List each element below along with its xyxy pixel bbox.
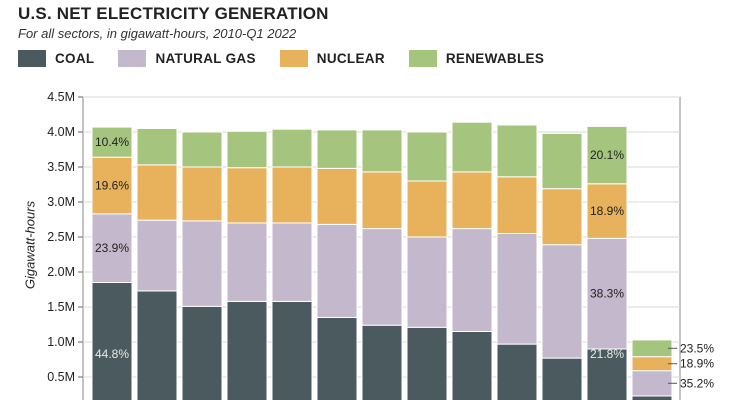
bar-segment-natural-gas	[406, 236, 448, 328]
chart-subtitle: For all sectors, in gigawatt-hours, 2010…	[18, 26, 297, 41]
bar-segment-renewables	[496, 124, 538, 178]
bar-segment-natural-gas	[316, 223, 358, 318]
bar-segment-coal	[91, 282, 133, 400]
bar-segment-nuclear	[406, 180, 448, 238]
bar-segment-renewables	[406, 131, 448, 182]
bar-segment-coal	[406, 326, 448, 400]
chart-title: U.S. NET ELECTRICITY GENERATION	[18, 4, 329, 23]
y-tick-label: 3.5M	[47, 160, 75, 174]
legend-label-nuclear: NUCLEAR	[316, 51, 385, 66]
bar-segment-renewables	[541, 132, 583, 190]
legend-swatch-nuclear	[279, 50, 308, 67]
bar-segment-coal	[496, 343, 538, 400]
bar-segment-natural-gas	[226, 222, 268, 302]
data-label: 23.5%	[680, 341, 714, 355]
bar-segment-renewables	[136, 128, 178, 166]
legend-item-natural-gas: NATURAL GAS	[118, 50, 255, 67]
bar-segment-renewables	[361, 129, 403, 173]
legend-swatch-natural-gas	[118, 50, 147, 67]
bar-segment-natural-gas	[496, 233, 538, 345]
bar-segment-natural-gas	[451, 228, 493, 333]
bar-segment-nuclear	[91, 156, 133, 215]
bar-segment-nuclear	[271, 166, 313, 224]
legend-item-renewables: RENEWABLES	[408, 50, 545, 67]
bar-segment-nuclear	[496, 176, 538, 235]
bar-segment-natural-gas	[271, 222, 313, 302]
y-tick-label: 1.5M	[47, 300, 75, 314]
bar-segment-nuclear	[361, 171, 403, 230]
bar-segment-renewables	[586, 125, 628, 185]
bar-segment-coal	[181, 305, 223, 400]
bar-segment-nuclear	[136, 164, 178, 221]
data-label: 19.6%	[95, 179, 129, 193]
bar-segment-natural-gas	[631, 370, 673, 397]
legend-item-nuclear: NUCLEAR	[279, 50, 385, 67]
y-tick-label: 1.0M	[47, 335, 75, 349]
y-tick-label: 0.5M	[47, 370, 75, 384]
y-tick-label: 4.5M	[47, 90, 75, 104]
bar-segment-coal	[631, 395, 673, 400]
bar-segment-renewables	[451, 121, 493, 173]
data-label: 21.8%	[590, 347, 624, 361]
data-label: 35.2%	[680, 376, 714, 390]
data-label: 44.8%	[95, 347, 129, 361]
bar-segment-renewables	[91, 126, 133, 158]
bar-segment-natural-gas	[91, 213, 133, 283]
bar-segment-natural-gas	[586, 237, 628, 350]
y-tick-label: 2.0M	[47, 265, 75, 279]
legend-label-coal: COAL	[55, 51, 95, 66]
y-tick-label: 3.0M	[47, 195, 75, 209]
bar-segment-nuclear	[451, 171, 493, 230]
legend-swatch-coal	[18, 50, 46, 67]
legend-swatch-renewables	[408, 50, 437, 67]
bar-segment-nuclear	[541, 188, 583, 246]
bar-segment-coal	[316, 317, 358, 400]
bar-segment-nuclear	[316, 167, 358, 225]
bar-segment-natural-gas	[541, 244, 583, 359]
legend: COAL NATURAL GAS NUCLEAR RENEWABLES	[18, 50, 568, 67]
bar-segment-coal	[541, 357, 583, 400]
bar-segment-coal	[586, 348, 628, 400]
bar-segment-nuclear	[226, 167, 268, 224]
bar-segment-natural-gas	[181, 220, 223, 307]
bar-segment-coal	[136, 290, 178, 400]
bar-segment-coal	[451, 331, 493, 400]
data-label: 38.3%	[590, 287, 624, 301]
legend-label-renewables: RENEWABLES	[445, 51, 545, 66]
bar-segment-nuclear	[631, 356, 673, 372]
data-label: 18.9%	[680, 357, 714, 371]
data-label: 23.9%	[95, 241, 129, 255]
bar-segment-coal	[361, 324, 403, 400]
bar-segment-renewables	[631, 339, 673, 358]
y-tick-label: 4.0M	[47, 125, 75, 139]
bar-segment-renewables	[316, 129, 358, 169]
bar-segment-nuclear	[181, 166, 223, 222]
bar-segment-renewables	[226, 130, 268, 169]
data-label: 20.1%	[590, 148, 624, 162]
data-label: 18.9%	[590, 204, 624, 218]
legend-label-natural-gas: NATURAL GAS	[155, 51, 256, 66]
bar-segment-natural-gas	[361, 228, 403, 326]
legend-item-coal: COAL	[18, 50, 94, 67]
bar-segment-coal	[271, 300, 313, 400]
y-tick-label: 2.5M	[47, 230, 75, 244]
bar-segment-renewables	[181, 131, 223, 168]
data-label: 10.4%	[95, 135, 129, 149]
bar-segment-coal	[226, 300, 268, 400]
bar-segment-renewables	[271, 128, 313, 168]
bar-segment-nuclear	[586, 183, 628, 239]
bar-segment-natural-gas	[136, 219, 178, 292]
